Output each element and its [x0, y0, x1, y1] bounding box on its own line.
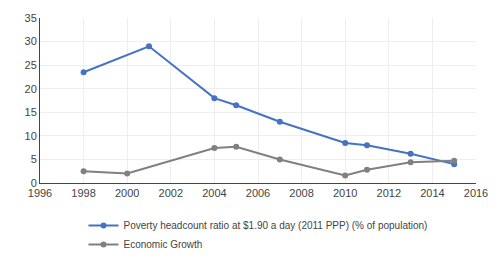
svg-text:1996: 1996	[28, 187, 52, 199]
svg-text:2016: 2016	[464, 187, 488, 199]
svg-text:2008: 2008	[289, 187, 313, 199]
svg-text:5: 5	[31, 153, 37, 165]
svg-text:2014: 2014	[420, 187, 444, 199]
svg-text:2002: 2002	[159, 187, 183, 199]
svg-text:2010: 2010	[333, 187, 357, 199]
svg-text:2006: 2006	[246, 187, 270, 199]
svg-text:35: 35	[25, 12, 37, 24]
svg-text:1998: 1998	[71, 187, 95, 199]
svg-text:2004: 2004	[202, 187, 226, 199]
svg-text:20: 20	[25, 83, 37, 95]
svg-text:2012: 2012	[377, 187, 401, 199]
svg-text:Economic Growth: Economic Growth	[124, 239, 203, 250]
svg-text:25: 25	[25, 59, 37, 71]
svg-text:0: 0	[31, 177, 37, 189]
svg-text:Poverty headcount ratio at $1.: Poverty headcount ratio at $1.90 a day (…	[124, 220, 428, 231]
svg-text:10: 10	[25, 130, 37, 142]
svg-text:2000: 2000	[115, 187, 139, 199]
svg-text:15: 15	[25, 106, 37, 118]
svg-text:30: 30	[25, 35, 37, 47]
